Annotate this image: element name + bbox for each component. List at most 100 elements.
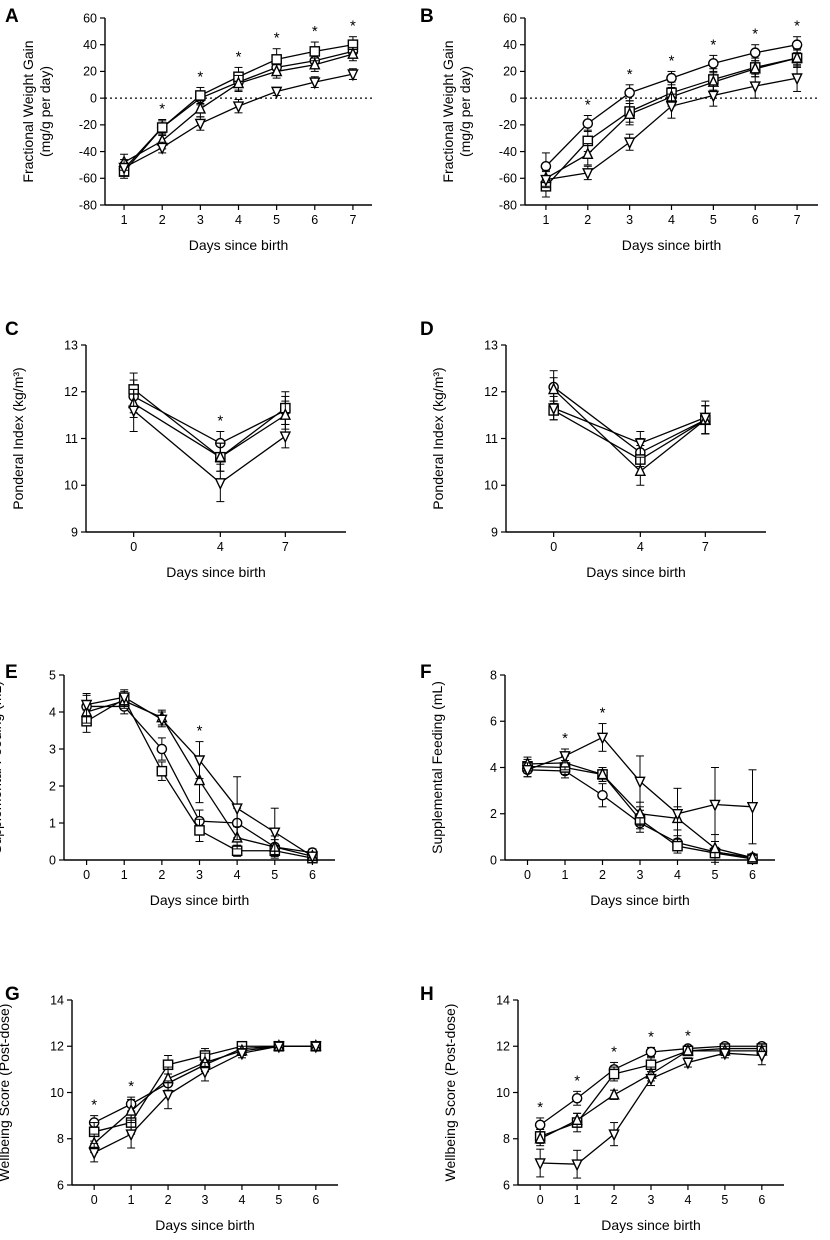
- series-circle: [553, 386, 706, 454]
- series-line: [133, 388, 286, 459]
- data-point-tri-down: [707, 90, 720, 103]
- y-axis-title: (mg/g per day): [457, 66, 473, 157]
- x-tick-label: 0: [130, 540, 137, 554]
- series-square: [133, 388, 286, 459]
- x-tick-label: 2: [159, 213, 166, 227]
- y-tick-label: 10: [484, 479, 498, 493]
- series-points-square: [548, 400, 711, 475]
- y-tick-label: 40: [83, 38, 97, 52]
- x-tick-label: 4: [217, 540, 224, 554]
- y-axis-title: Wellbeing Score (Post-dose): [0, 1004, 12, 1182]
- x-axis-title: Days since birth: [586, 564, 686, 580]
- y-tick-label: 20: [503, 65, 517, 79]
- data-point-square: [194, 825, 205, 836]
- x-tick-label: 6: [312, 1193, 319, 1207]
- y-tick-label: 14: [50, 993, 64, 1007]
- significance-star: *: [669, 52, 675, 69]
- y-tick-label: 6: [490, 715, 497, 729]
- data-point-tri-down: [682, 1057, 694, 1070]
- y-tick-label: -20: [79, 118, 97, 132]
- data-point-circle: [749, 47, 761, 59]
- significance-star: *: [274, 30, 280, 47]
- data-point-tri-down: [127, 405, 140, 418]
- series-points-tri-down: [118, 68, 359, 177]
- data-point-circle: [540, 160, 552, 172]
- y-tick-label: 5: [49, 668, 56, 682]
- series-points-square: [534, 1043, 768, 1144]
- significance-star: *: [627, 66, 633, 83]
- y-tick-label: 11: [65, 432, 78, 446]
- x-tick-label: 7: [794, 213, 801, 227]
- y-tick-label: 2: [490, 807, 497, 821]
- y-tick-label: 9: [71, 525, 78, 539]
- data-point-tri-down: [623, 137, 636, 150]
- data-point-square: [309, 46, 321, 57]
- data-point-triangle: [746, 850, 759, 863]
- x-tick-label: 5: [275, 1193, 282, 1207]
- data-point-triangle: [596, 767, 609, 780]
- data-point-triangle: [623, 106, 636, 119]
- significance-star: *: [197, 68, 203, 85]
- data-point-tri-down: [118, 692, 130, 705]
- data-point-tri-down: [634, 776, 646, 789]
- data-point-triangle: [309, 57, 321, 70]
- y-axis-title: Fractional Weight Gain: [440, 40, 456, 182]
- y-axis-title: (mg/g per day): [37, 66, 53, 157]
- panel-letter: D: [420, 319, 434, 340]
- data-point-tri-down: [582, 168, 594, 181]
- data-point-triangle: [634, 463, 647, 477]
- data-point-tri-down: [125, 1129, 137, 1142]
- panel-letter: E: [5, 662, 18, 683]
- significance-star: *: [562, 730, 568, 747]
- x-tick-label: 2: [599, 868, 606, 882]
- series-line: [553, 386, 706, 454]
- data-point-tri-down: [645, 1073, 657, 1086]
- data-point-triangle: [749, 61, 761, 74]
- data-point-square: [195, 90, 206, 101]
- series-points-tri-down: [88, 1041, 322, 1163]
- y-tick-label: 14: [496, 993, 510, 1007]
- data-point-square: [156, 765, 168, 777]
- panel-d: D 9 10 11 12 13 0 4 7 Days since birth Ponderal In…: [420, 319, 766, 580]
- panel-b: B -80 -60 -40 -20 0 20 40 60 1 2 3 4 5 6 7 Days since bi…: [420, 6, 818, 253]
- y-tick-label: 2: [49, 779, 56, 793]
- x-tick-label: 4: [238, 1193, 245, 1207]
- data-point-tri-down: [521, 765, 534, 778]
- data-point-triangle: [534, 1131, 546, 1144]
- data-point-tri-down: [671, 808, 684, 821]
- data-point-square: [271, 54, 282, 65]
- y-axis-title: Ponderal Index (kg/m³): [430, 367, 446, 509]
- x-tick-label: 6: [311, 213, 318, 227]
- data-point-tri-down: [559, 751, 571, 764]
- significance-star: *: [197, 723, 203, 740]
- significance-star: *: [685, 1027, 691, 1044]
- x-axis-title: Days since birth: [166, 564, 266, 580]
- data-point-circle: [645, 1046, 657, 1058]
- x-tick-label: 5: [712, 868, 719, 882]
- y-tick-label: -60: [499, 172, 517, 186]
- data-point-tri-down: [270, 86, 283, 99]
- series-points-tri-down: [534, 1045, 768, 1179]
- significance-star: *: [585, 97, 591, 114]
- data-point-tri-down: [540, 174, 552, 187]
- x-tick-label: 6: [758, 1193, 765, 1207]
- y-tick-label: 10: [496, 1086, 510, 1100]
- data-point-tri-down: [156, 714, 168, 727]
- data-point-triangle: [193, 773, 206, 786]
- y-tick-label: -40: [79, 145, 97, 159]
- panel-f: F 0 2 4 6 8 0 1 2 3 4 5 6 Days since birth Supplementa…: [420, 662, 775, 908]
- x-tick-label: 6: [752, 213, 759, 227]
- panel-c: C 9 10 11 12 13 0 4 7 Days since birth Ponderal In…: [5, 319, 346, 580]
- significance-star: *: [236, 48, 242, 65]
- significance-star: *: [794, 18, 800, 35]
- data-point-triangle: [634, 806, 646, 819]
- series-triangle: [553, 388, 706, 473]
- data-point-tri-down: [756, 1050, 768, 1063]
- y-tick-label: -40: [499, 145, 517, 159]
- data-point-tri-down: [118, 162, 130, 175]
- y-tick-label: 0: [510, 91, 517, 105]
- data-point-tri-down: [608, 1129, 620, 1142]
- significance-star: *: [574, 1072, 580, 1089]
- data-point-tri-down: [194, 118, 207, 131]
- significance-star: *: [350, 18, 356, 35]
